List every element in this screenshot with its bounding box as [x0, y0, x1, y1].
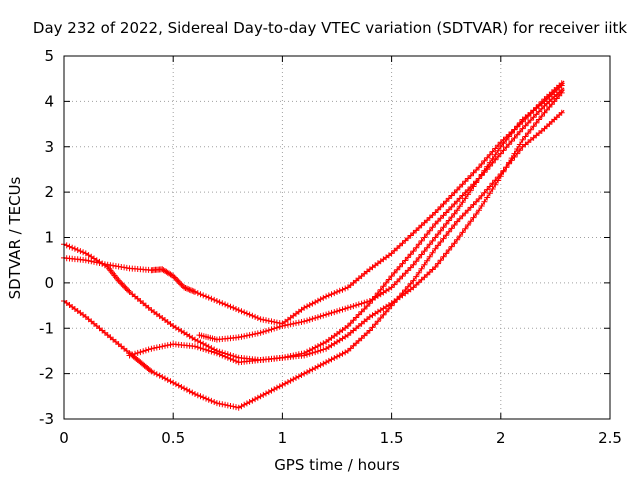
y-tick-label: 1	[44, 229, 54, 247]
series-line	[129, 89, 565, 363]
x-tick-label: 1.5	[380, 429, 404, 447]
y-tick-label: 4	[44, 92, 54, 110]
grid-layer	[64, 56, 610, 419]
y-tick-label: -1	[39, 319, 54, 337]
x-tick-label: 1	[278, 429, 288, 447]
series-line	[199, 82, 565, 341]
x-tick-label: 2.5	[598, 429, 622, 447]
x-axis-label: GPS time / hours	[274, 456, 400, 474]
y-tick-label: -3	[39, 410, 54, 428]
series-markers	[126, 89, 565, 366]
tick-layer: 0 0.5 1 1.5 2 2.5 -3 -2 -1 0 1 2 3 4 5	[39, 47, 622, 447]
y-tick-label: 5	[44, 47, 54, 65]
y-tick-label: 3	[44, 138, 54, 156]
series-track-5	[196, 82, 565, 343]
x-tick-label: 2	[496, 429, 506, 447]
series-markers	[196, 82, 565, 343]
series-markers	[61, 80, 565, 327]
series-track-4	[126, 89, 565, 366]
chart-title: Day 232 of 2022, Sidereal Day-to-day VTE…	[33, 19, 628, 37]
x-tick-label: 0.5	[161, 429, 185, 447]
y-tick-label: 0	[44, 274, 54, 292]
series-track-3	[61, 80, 565, 327]
series-layer	[61, 80, 565, 411]
x-tick-label: 0	[59, 429, 69, 447]
y-axis-label: SDTVAR / TECUs	[6, 176, 24, 299]
y-tick-label: -2	[39, 365, 54, 383]
y-tick-label: 2	[44, 183, 54, 201]
series-line	[63, 80, 565, 325]
